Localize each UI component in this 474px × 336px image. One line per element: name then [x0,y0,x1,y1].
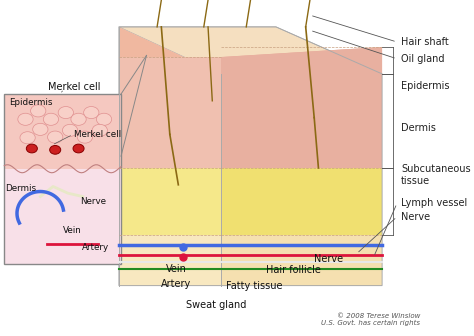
Text: Epidermis: Epidermis [9,98,53,107]
Polygon shape [119,27,382,74]
Circle shape [43,113,59,125]
Circle shape [77,131,92,143]
Text: Dermis: Dermis [401,123,436,133]
Text: Hair follicle: Hair follicle [265,265,320,276]
Text: Fatty tissue: Fatty tissue [227,281,283,291]
Circle shape [30,105,46,117]
Text: Merkel cell: Merkel cell [74,130,121,139]
Polygon shape [221,235,382,286]
Bar [4,94,121,264]
Bar [4,169,121,264]
Polygon shape [221,47,382,168]
Polygon shape [221,47,382,74]
Polygon shape [119,27,221,74]
Circle shape [18,113,33,125]
Text: Merkel cell: Merkel cell [48,82,100,92]
Text: Oil gland: Oil gland [401,54,445,64]
Circle shape [58,107,73,119]
Circle shape [96,113,112,125]
Text: Subcutaneous
tissue: Subcutaneous tissue [401,164,471,185]
Text: Hair shaft: Hair shaft [401,37,449,47]
Circle shape [73,144,84,153]
Text: Lymph vessel: Lymph vessel [401,198,467,208]
Polygon shape [221,168,382,235]
Polygon shape [119,235,221,286]
Text: Nerve: Nerve [80,197,106,206]
Text: Artery: Artery [161,279,191,289]
Bar [4,94,121,169]
Text: Vein: Vein [166,264,187,274]
Circle shape [92,124,108,136]
Text: Nerve: Nerve [314,254,344,264]
Circle shape [27,144,37,153]
Text: © 2008 Terese Winslow
U.S. Govt. has certain rights: © 2008 Terese Winslow U.S. Govt. has cer… [321,313,420,326]
Circle shape [20,132,35,144]
Polygon shape [119,57,221,168]
Text: Sweat gland: Sweat gland [186,300,247,310]
Circle shape [47,131,63,143]
Text: Artery: Artery [82,244,109,252]
Circle shape [63,124,78,136]
Circle shape [33,123,48,135]
Circle shape [71,113,86,125]
Text: Vein: Vein [63,226,82,235]
Text: Epidermis: Epidermis [401,81,450,91]
Text: Dermis: Dermis [5,184,36,193]
Circle shape [83,107,99,119]
Text: Nerve: Nerve [401,212,430,222]
Circle shape [50,145,61,154]
Polygon shape [119,168,221,235]
